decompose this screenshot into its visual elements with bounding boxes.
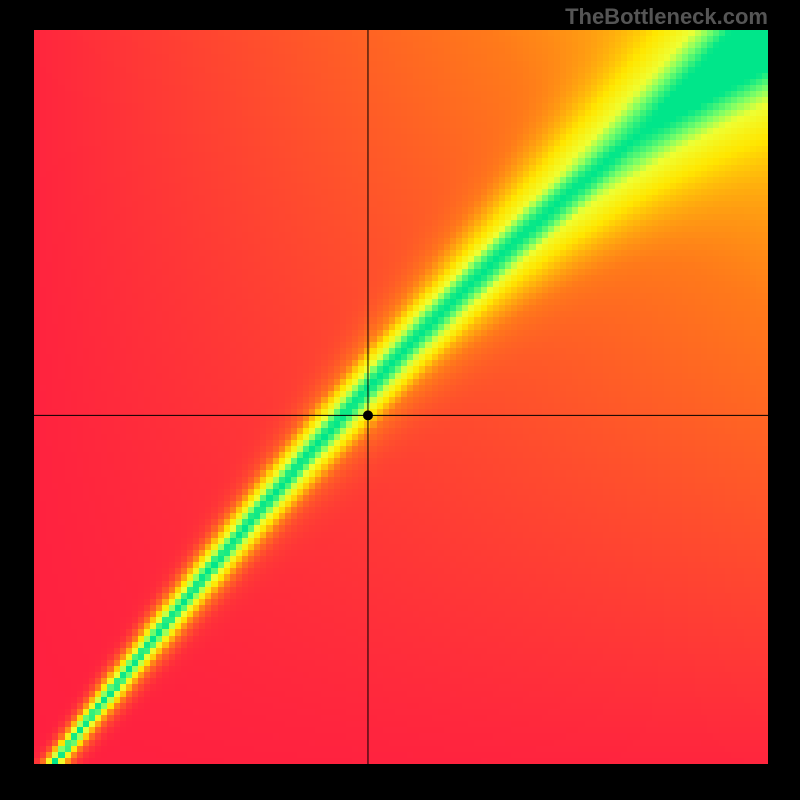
watermark-text: TheBottleneck.com — [565, 4, 768, 30]
chart-container: TheBottleneck.com — [0, 0, 800, 800]
bottleneck-heatmap — [34, 30, 768, 764]
